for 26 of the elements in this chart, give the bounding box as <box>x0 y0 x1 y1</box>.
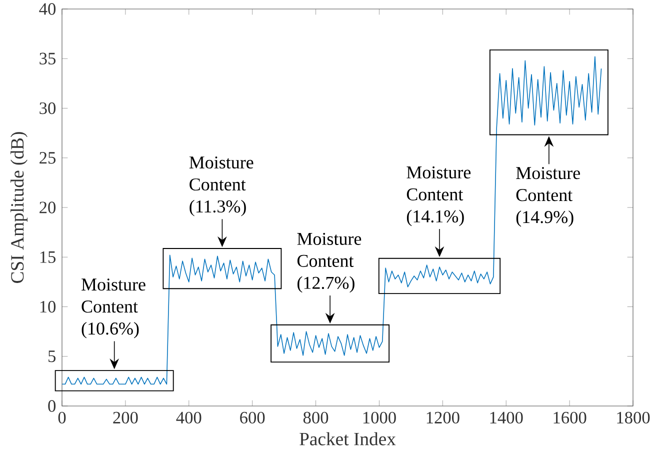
y-tick-label: 20 <box>40 202 56 214</box>
x-tick-label: 800 <box>303 412 328 424</box>
y-tick-label: 15 <box>40 251 56 263</box>
y-tick-label: 35 <box>40 52 56 64</box>
y-tick-label: 10 <box>40 300 56 313</box>
x-tick-label: 600 <box>240 412 265 424</box>
x-tick-label: 1000 <box>363 412 396 424</box>
annotation: Moisture Content (14.9%) <box>516 167 580 227</box>
y-tick-label: 25 <box>40 152 56 164</box>
annotation: Moisture Content (11.3%) <box>189 156 254 216</box>
annotation: Moisture Content (12.7%) <box>297 232 362 293</box>
x-tick-label: 1400 <box>490 412 523 424</box>
x-axis-title: Packet Index <box>300 432 396 446</box>
x-tick-label: 0 <box>58 412 66 424</box>
y-axis-title: CSI Amplitude (dB) <box>10 132 28 283</box>
annotation: Moisture Content (14.1%) <box>406 166 471 226</box>
x-tick-label: 200 <box>113 412 138 424</box>
y-tick-label: 30 <box>40 102 56 114</box>
annotation: Moisture Content (10.6%) <box>82 278 146 338</box>
x-tick-label: 1200 <box>426 412 460 424</box>
x-tick-label: 1600 <box>554 412 586 424</box>
y-tick-label: 5 <box>48 350 56 362</box>
y-tick-label: 40 <box>39 3 56 15</box>
y-tick-label: 0 <box>48 400 56 412</box>
x-tick-label: 1800 <box>617 412 650 424</box>
x-tick-label: 400 <box>176 412 202 424</box>
